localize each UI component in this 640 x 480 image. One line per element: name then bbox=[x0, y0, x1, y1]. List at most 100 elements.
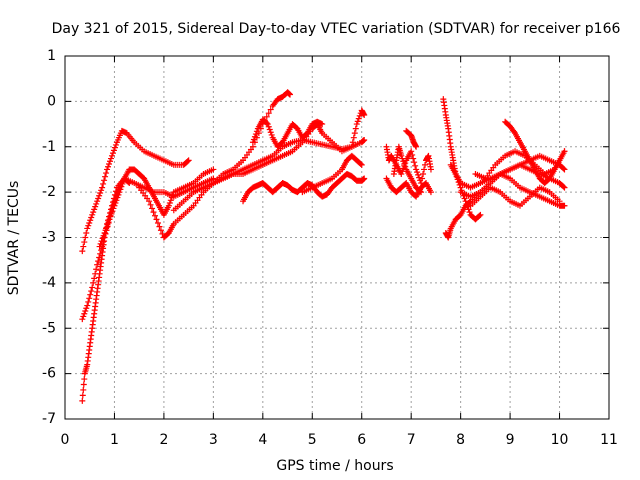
data-point bbox=[100, 232, 107, 239]
data-point bbox=[415, 171, 422, 178]
y-tick-label: -3 bbox=[42, 230, 56, 246]
data-point bbox=[96, 243, 103, 250]
data-point bbox=[98, 238, 105, 245]
data-point bbox=[152, 212, 159, 219]
data-point bbox=[157, 227, 164, 234]
data-point bbox=[267, 106, 274, 113]
data-point bbox=[412, 162, 419, 169]
data-point bbox=[79, 316, 86, 323]
data-point bbox=[118, 183, 125, 190]
data-point bbox=[268, 131, 275, 138]
data-point bbox=[265, 123, 272, 130]
data-point bbox=[358, 161, 365, 168]
data-point bbox=[264, 121, 271, 128]
data-point bbox=[81, 376, 88, 383]
data-point bbox=[409, 151, 416, 158]
y-tick-label: -4 bbox=[42, 275, 56, 291]
data-point bbox=[101, 177, 108, 184]
x-tick-label: 11 bbox=[600, 432, 618, 448]
data-point bbox=[154, 219, 161, 226]
data-point bbox=[418, 189, 425, 196]
x-tick-label: 7 bbox=[407, 432, 416, 448]
data-point bbox=[110, 205, 117, 212]
data-point bbox=[252, 131, 259, 138]
data-point bbox=[101, 229, 108, 236]
y-axis-label: SDTVAR / TECUs bbox=[6, 181, 22, 296]
data-point bbox=[348, 143, 355, 150]
y-tick-label: -1 bbox=[42, 139, 56, 155]
data-point bbox=[84, 225, 91, 232]
data-point bbox=[106, 160, 113, 167]
data-point bbox=[94, 198, 101, 205]
data-point bbox=[107, 155, 114, 162]
data-point bbox=[91, 275, 98, 282]
data-point bbox=[250, 136, 257, 143]
data-point bbox=[466, 209, 473, 216]
data-point bbox=[168, 194, 175, 201]
data-point bbox=[83, 305, 90, 312]
data-point bbox=[96, 254, 103, 261]
data-point bbox=[398, 152, 405, 159]
data-point bbox=[184, 158, 191, 165]
data-point bbox=[357, 160, 364, 167]
data-point bbox=[413, 143, 420, 150]
data-point bbox=[413, 166, 420, 173]
data-point bbox=[90, 279, 97, 286]
data-point bbox=[265, 110, 272, 117]
data-point bbox=[251, 133, 258, 140]
data-points bbox=[79, 89, 568, 404]
data-point bbox=[89, 211, 96, 218]
data-point bbox=[105, 163, 112, 170]
data-point bbox=[114, 194, 121, 201]
y-tick-label: -7 bbox=[42, 411, 56, 427]
data-point bbox=[85, 298, 92, 305]
data-point bbox=[103, 170, 110, 177]
grid-lines bbox=[65, 56, 609, 419]
data-point bbox=[85, 222, 92, 229]
data-point bbox=[86, 295, 93, 302]
data-point bbox=[110, 147, 117, 154]
x-tick-label: 3 bbox=[209, 432, 218, 448]
data-point bbox=[166, 200, 173, 207]
data-point bbox=[419, 175, 426, 182]
data-point bbox=[427, 189, 434, 196]
data-point bbox=[356, 112, 363, 119]
data-point bbox=[401, 160, 408, 167]
data-point bbox=[109, 150, 116, 157]
x-tick-label: 1 bbox=[110, 432, 119, 448]
data-point bbox=[556, 198, 563, 205]
data-point bbox=[267, 129, 274, 136]
data-point bbox=[560, 165, 567, 172]
data-point bbox=[81, 239, 88, 246]
data-point bbox=[98, 247, 105, 254]
data-point bbox=[79, 392, 86, 399]
data-point bbox=[99, 235, 106, 242]
data-point bbox=[263, 120, 270, 127]
data-point bbox=[266, 126, 273, 133]
data-point bbox=[107, 213, 114, 220]
data-point bbox=[115, 191, 122, 198]
data-point bbox=[149, 205, 156, 212]
y-tick-label: -2 bbox=[42, 184, 56, 200]
data-point bbox=[120, 178, 127, 185]
data-point bbox=[98, 187, 105, 194]
data-point bbox=[349, 139, 356, 146]
data-point bbox=[351, 130, 358, 137]
data-point bbox=[106, 216, 113, 223]
data-point bbox=[79, 248, 86, 255]
data-point bbox=[249, 139, 256, 146]
data-point bbox=[111, 144, 118, 151]
data-point bbox=[410, 155, 417, 162]
data-point bbox=[104, 166, 111, 173]
y-tick-label: -5 bbox=[42, 320, 56, 336]
data-point bbox=[90, 209, 97, 216]
x-tick-label: 2 bbox=[159, 432, 168, 448]
data-point bbox=[113, 197, 120, 204]
data-point bbox=[111, 202, 118, 209]
data-point bbox=[88, 214, 95, 221]
data-point bbox=[511, 128, 518, 135]
data-point bbox=[82, 234, 89, 241]
data-point bbox=[109, 208, 116, 215]
